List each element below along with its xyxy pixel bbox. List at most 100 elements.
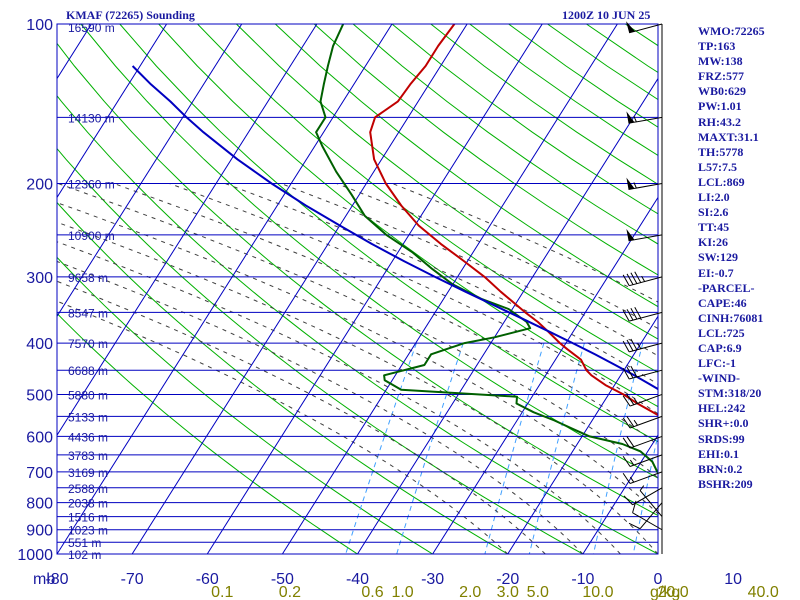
isotherm-line xyxy=(582,434,658,554)
index-value: LCL:725 xyxy=(698,325,745,340)
mixing-ratio-label: 0.1 xyxy=(211,584,233,600)
pressure-tick-label: 600 xyxy=(26,429,53,446)
temperature-tick-label: -80 xyxy=(45,571,68,588)
isotherm-line xyxy=(57,24,243,318)
wind-barb-feather xyxy=(626,436,635,447)
pressure-tick-label: 700 xyxy=(26,465,53,482)
index-value: MAXT:31.1 xyxy=(698,129,759,144)
index-value: LI:2.0 xyxy=(698,190,730,205)
wind-barb-feather xyxy=(630,272,638,284)
isobars xyxy=(57,24,658,554)
index-value: SHR+:0.0 xyxy=(698,416,749,431)
height-label: 2038 m xyxy=(68,497,108,511)
height-label: 6688 m xyxy=(68,364,108,378)
isotherm-line xyxy=(507,315,658,554)
index-value: TT:45 xyxy=(698,220,730,235)
mixing-ratio-line xyxy=(528,342,585,554)
wind-barb-half-feather xyxy=(633,115,637,123)
wind-barb-staff xyxy=(629,471,663,485)
isotherms xyxy=(57,24,658,554)
wind-barb-feather xyxy=(622,417,631,429)
plot-frame xyxy=(56,23,659,555)
index-value: LCL:869 xyxy=(698,174,745,189)
isotherm-line xyxy=(357,77,658,554)
wind-barb-half-feather xyxy=(629,476,635,483)
temperature-tick-label: -70 xyxy=(121,571,144,588)
index-value: TH:5778 xyxy=(698,144,744,159)
index-value: WB0:629 xyxy=(698,84,746,99)
height-label: 2588 m xyxy=(68,482,108,496)
index-value: HEL:242 xyxy=(698,401,746,416)
mixing-ratio-label: 2.0 xyxy=(459,584,481,600)
index-value: SW:129 xyxy=(698,250,739,265)
wind-barb-half-feather xyxy=(639,485,645,491)
wind-barb-feather xyxy=(622,310,630,322)
height-label: 1023 m xyxy=(68,524,108,538)
index-value: -WIND- xyxy=(698,371,740,386)
wind-barb-flag xyxy=(626,228,635,241)
wind-barb-staff xyxy=(632,487,663,506)
mixing-ratio-label: 20.0 xyxy=(657,584,688,600)
isotherm-line xyxy=(57,24,168,199)
height-label: 12360 m xyxy=(68,178,115,192)
height-label: 102 m xyxy=(68,548,101,562)
wind-barb-staff xyxy=(639,490,663,517)
wind-barb-feather xyxy=(626,339,634,352)
wind-barb-feather xyxy=(622,437,631,449)
pressure-tick-label: 500 xyxy=(26,387,53,404)
wind-barb-staff xyxy=(629,311,663,322)
height-label: 5133 m xyxy=(68,410,108,424)
wind-barb-feather xyxy=(626,416,635,427)
isotherm-line xyxy=(206,24,543,554)
mixing-ratio-label: 1.0 xyxy=(391,584,413,600)
mixing-ratio-label: 0.6 xyxy=(361,584,383,600)
pressure-tick-label: 300 xyxy=(26,270,53,287)
wind-barb-feather xyxy=(622,340,630,353)
index-value: CAP:6.9 xyxy=(698,340,742,355)
wind-barb-staff xyxy=(629,369,663,380)
index-value: CAPE:46 xyxy=(698,295,747,310)
wind-barb-flag xyxy=(626,111,635,124)
height-label: 8547 m xyxy=(68,306,108,320)
wind-barb-staff xyxy=(629,276,663,287)
index-value: TP:163 xyxy=(698,39,736,54)
wind-barb-half-feather xyxy=(633,397,638,404)
wind-barb-feather xyxy=(626,273,634,285)
height-label: 16590 m xyxy=(68,21,115,35)
index-value: CINH:76081 xyxy=(698,310,764,325)
isotherm-line xyxy=(131,24,468,554)
wind-barb-feather xyxy=(630,365,638,378)
wind-barb-staff xyxy=(639,502,663,530)
height-label: 14130 m xyxy=(68,111,115,125)
mixing-ratio-line xyxy=(345,342,417,554)
wind-barb-staff xyxy=(629,415,663,429)
temperature-tick-label: -20 xyxy=(496,571,519,588)
wind-barb-half-feather xyxy=(633,419,638,426)
height-label: 5880 m xyxy=(68,388,108,402)
sounding-time: 1200Z 10 JUN 25 xyxy=(562,8,651,22)
index-value: -PARCEL- xyxy=(698,280,755,295)
pressure-tick-label: 800 xyxy=(26,496,53,513)
height-label: 10900 m xyxy=(68,229,115,243)
isotherm-line xyxy=(281,24,618,554)
height-label: 3169 m xyxy=(68,466,108,480)
wind-barb-feather xyxy=(630,338,638,351)
wind-barb-feather xyxy=(622,274,630,286)
index-value: BRN:0.2 xyxy=(698,461,743,476)
wind-barb-staff xyxy=(628,116,663,124)
pressure-tick-label: 100 xyxy=(26,17,53,34)
wind-barb-staff xyxy=(632,512,663,531)
indices-panel: WMO:72265 TP:163 MW:138 FRZ:577 WB0:629 PW:1.… xyxy=(698,24,798,492)
mixing-ratio-label: 40.0 xyxy=(748,584,779,600)
wind-barb-flag xyxy=(626,177,635,190)
isotherm-line xyxy=(57,24,318,437)
parcel-line xyxy=(131,65,658,391)
pressure-tick-label: 900 xyxy=(26,523,53,540)
plot-area xyxy=(57,24,658,554)
index-value: L57:7.5 xyxy=(698,159,737,174)
mixing-ratio-label: 5.0 xyxy=(527,584,549,600)
wind-barb-half-feather xyxy=(637,343,642,350)
wind-barb-half-feather xyxy=(633,182,637,189)
wind-barb-feather xyxy=(626,394,635,405)
